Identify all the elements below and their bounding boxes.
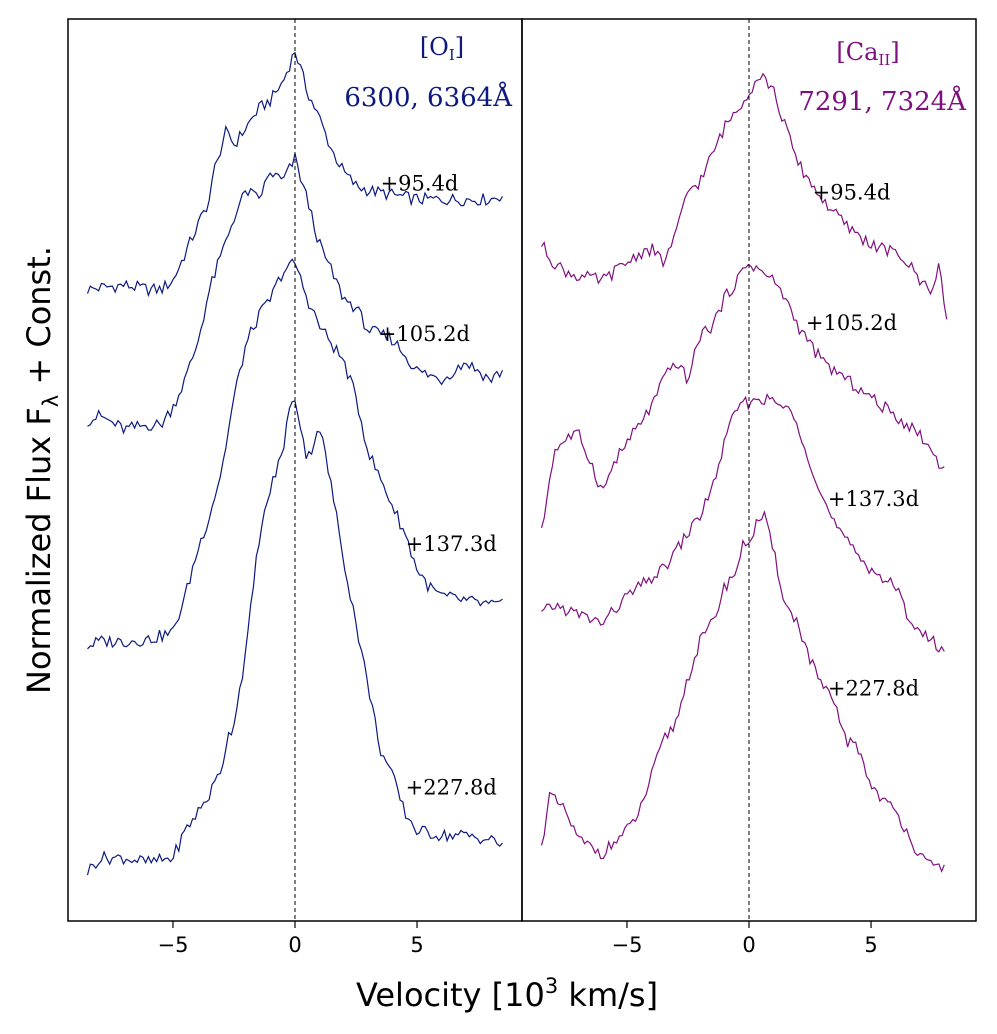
wavelength-label-caii: 7291, 7324Å [798,85,967,117]
line-title-caii: [CaII] [836,38,899,69]
wavelength-label-oi: 6300, 6364Å [344,81,513,113]
epoch-label-right-2: +105.2d [806,311,897,335]
x-tick-label-left-3: 5 [410,933,423,957]
y-axis-label: Normalized Flux Fλ + Const. [20,246,63,694]
epoch-label-right-1: +95.4d [813,180,891,204]
epoch-label-left-1: +95.4d [381,171,459,195]
epoch-label-left-2: +105.2d [379,322,470,346]
epoch-label-right-4: +227.8d [828,677,919,701]
x-tick-label-right-3: 5 [864,933,877,957]
x-tick-label-right-1: −5 [611,933,642,957]
panel-caii: −5 0 5 +95.4d+105.2d+137.3d+227.8d [CaII] … [521,18,977,957]
epoch-label-left-4: +227.8d [406,776,497,800]
spectrum-line-left-4 [86,400,503,876]
spectrum-line-left-3 [87,258,503,650]
x-tick-label-left-1: −5 [157,933,188,957]
spectrum-line-right-3 [541,392,945,653]
x-tick-label-right-2: 0 [742,933,755,957]
spectrum-line-right-1 [540,72,948,320]
x-axis-label: Velocity [103 km/s] [356,974,658,1014]
epoch-label-right-3: +137.3d [828,487,919,511]
spectrum-line-right-4 [540,509,945,873]
x-tick-label-left-2: 0 [288,933,301,957]
spectrum-line-right-2 [540,263,945,528]
line-title-oi: [OI] [420,33,464,64]
epoch-label-left-3: +137.3d [406,532,497,556]
spectrum-line-left-1 [86,51,504,298]
